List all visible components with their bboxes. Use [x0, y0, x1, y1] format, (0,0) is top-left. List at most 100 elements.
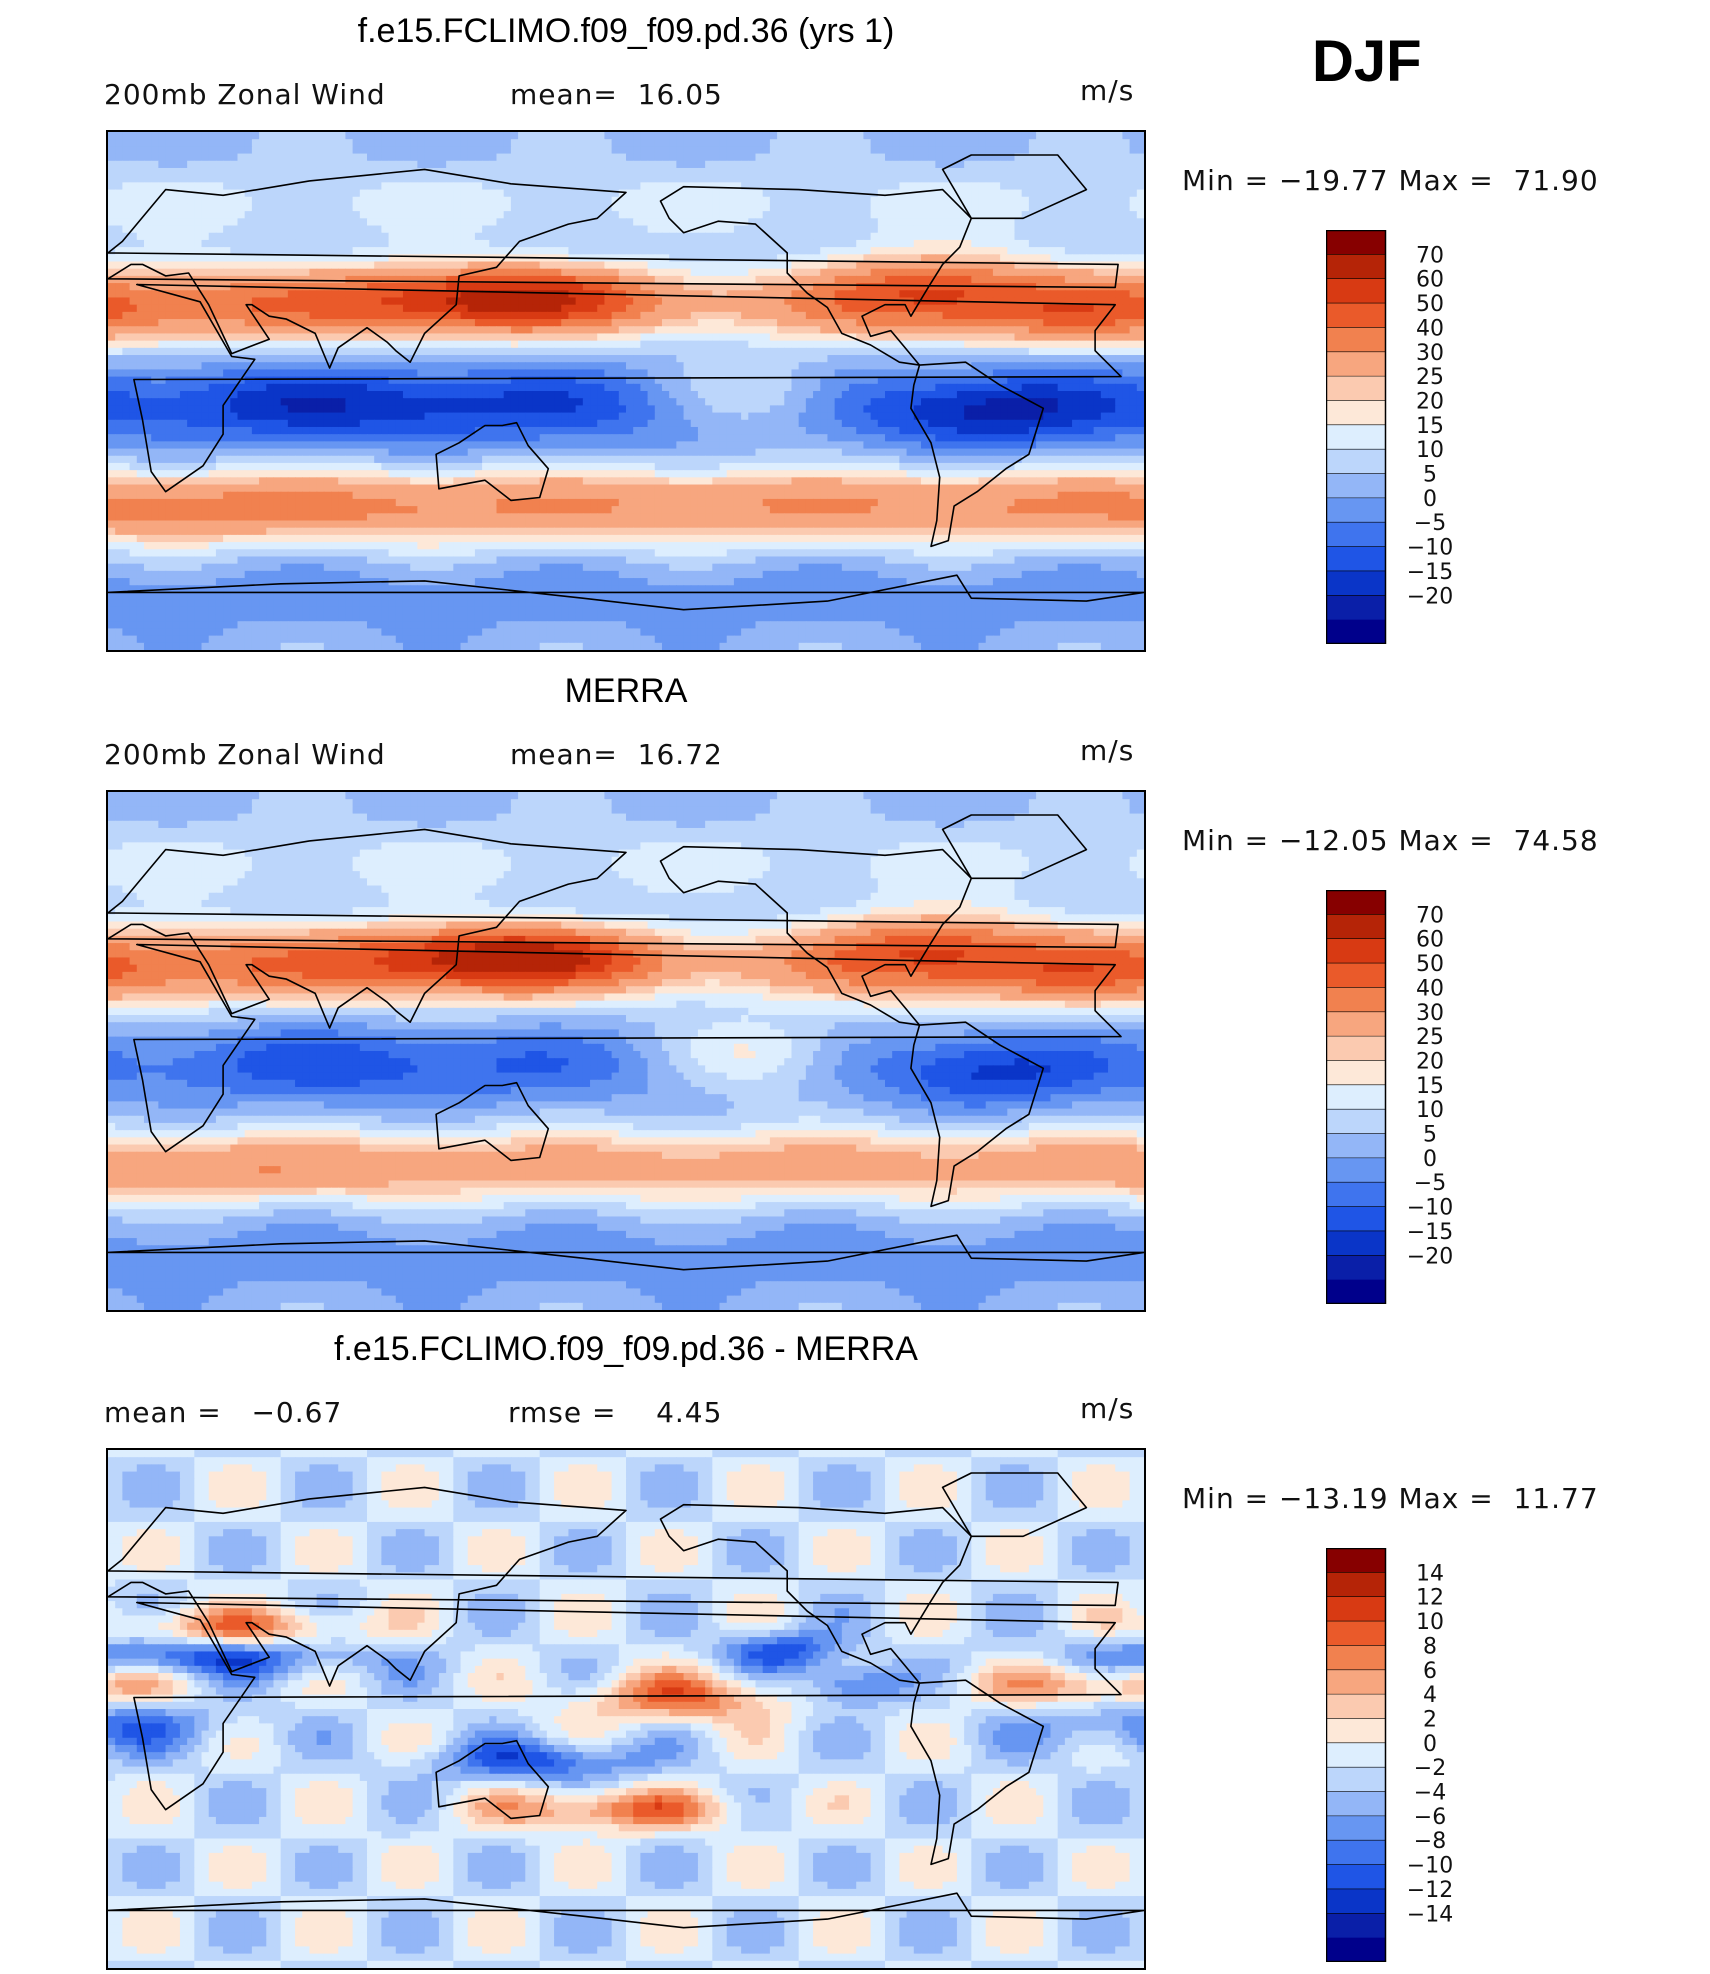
panel1-colorbar: 70 60 50 40 30 25 20 15 10 5 0 −5 −10 −15 −20 — [1325, 229, 1526, 649]
coastline — [910, 361, 1045, 548]
coastline — [941, 1472, 1088, 1538]
colorbar-swatch — [1326, 1791, 1386, 1817]
coastline — [107, 1892, 1145, 1929]
panel2-colorbar: 70 60 50 40 30 25 20 15 10 5 0 −5 −10 −15 −20 — [1325, 889, 1526, 1309]
colorbar-swatch — [1326, 1718, 1386, 1744]
colorbar-swatch — [1326, 987, 1386, 1013]
colorbar-tick-label: −20 — [1407, 1244, 1453, 1269]
coastline — [910, 1021, 1045, 1208]
colorbar-tick-label: −10 — [1407, 1196, 1453, 1221]
colorbar-tick-label: 70 — [1416, 243, 1444, 268]
coastline — [435, 1739, 550, 1820]
panel2-units: m/s — [1080, 734, 1134, 767]
coastline — [435, 1081, 550, 1162]
panel3-map — [106, 1448, 1146, 1970]
colorbar-tick-label: −10 — [1407, 536, 1453, 561]
colorbar-tick-label: −5 — [1414, 511, 1446, 536]
colorbar-swatch — [1326, 1133, 1386, 1159]
colorbar-tick-label: 10 — [1416, 1610, 1444, 1635]
coastline — [107, 1486, 1119, 1687]
colorbar-tick-label: 60 — [1416, 268, 1444, 293]
colorbar-tick-label: 50 — [1416, 292, 1444, 317]
field-cells — [108, 1450, 1145, 1969]
colorbar-tick-label: −5 — [1414, 1171, 1446, 1196]
colorbar-tick-label: −6 — [1414, 1805, 1446, 1830]
coastline — [133, 1601, 1122, 1811]
colorbar-tick-label: 25 — [1416, 1025, 1444, 1050]
colorbar-frame — [1325, 229, 1387, 645]
colorbar-swatch — [1326, 1011, 1386, 1037]
panel1-units: m/s — [1080, 74, 1134, 107]
colorbar-tick-label: 20 — [1416, 1049, 1444, 1074]
colorbar-tick-label: 10 — [1416, 438, 1444, 463]
colorbar-swatch — [1326, 424, 1386, 450]
colorbar-swatch — [1326, 1572, 1386, 1598]
coastline — [107, 574, 1145, 611]
coastline — [910, 1679, 1045, 1866]
coastlines — [107, 154, 1145, 611]
colorbar-tick-label: 40 — [1416, 976, 1444, 1001]
colorbar-swatch — [1326, 1230, 1386, 1256]
colorbar-swatch — [1326, 1084, 1386, 1110]
colorbar-swatch — [1326, 1767, 1386, 1793]
panel1-field — [107, 132, 1145, 651]
colorbar-tick-label: 25 — [1416, 365, 1444, 390]
colorbar-swatch — [1326, 1279, 1386, 1305]
colorbar-swatch — [1326, 1255, 1386, 1281]
colorbar-swatch — [1326, 1888, 1386, 1914]
panel3-colorbar: 14 12 10 8 6 4 2 0 −2 −4 −6 −8 −10 −12 −14 — [1325, 1547, 1526, 1967]
coastline — [133, 283, 1122, 493]
season-label: DJF — [1312, 28, 1422, 95]
colorbar-swatch — [1326, 1621, 1386, 1646]
panel2-mean-label: mean= 16.72 — [510, 738, 723, 771]
colorbar-tick-label: 0 — [1423, 487, 1437, 512]
panel3-field — [107, 1450, 1145, 1969]
colorbar-swatch — [1326, 1840, 1386, 1866]
colorbar-swatch — [1326, 1109, 1386, 1135]
colorbar-tick-label: 20 — [1416, 389, 1444, 414]
colorbar-swatch — [1326, 1742, 1386, 1768]
colorbar-tick-label: −8 — [1414, 1829, 1446, 1854]
colorbar-tick-label: 60 — [1416, 928, 1444, 953]
colorbar-tick-label: −2 — [1414, 1756, 1446, 1781]
colorbar-swatch — [1326, 522, 1386, 548]
panel1-minmax: Min = −19.77 Max = 71.90 — [1182, 164, 1599, 197]
colorbar-tick-label: −4 — [1414, 1781, 1446, 1806]
colorbar-swatch — [1326, 1937, 1386, 1963]
colorbar-tick-label: 10 — [1416, 1098, 1444, 1123]
coastlines — [107, 1472, 1145, 1929]
field-cells — [108, 792, 1145, 1311]
colorbar-swatch — [1326, 1669, 1386, 1695]
colorbar-swatch — [1326, 473, 1386, 499]
coastline — [107, 168, 1119, 369]
colorbar-swatch — [1326, 1036, 1386, 1061]
colorbar-swatch — [1326, 278, 1386, 304]
coastline — [107, 1234, 1145, 1271]
colorbar-tick-label: 14 — [1416, 1561, 1444, 1586]
colorbar-swatch — [1326, 595, 1386, 621]
colorbar-swatch — [1326, 890, 1386, 915]
panel2-title: MERRA — [0, 672, 1252, 711]
coastline — [659, 845, 973, 1026]
panel3-mean-label: mean = −0.67 — [104, 1396, 342, 1429]
coastline — [941, 814, 1088, 880]
coastline — [133, 943, 1122, 1153]
colorbar-swatch — [1326, 619, 1386, 645]
colorbar-swatch — [1326, 1182, 1386, 1208]
colorbar-swatch — [1326, 1060, 1386, 1086]
colorbar-tick-label: 5 — [1423, 1123, 1437, 1148]
colorbar-tick-label: 12 — [1416, 1586, 1444, 1611]
coastline — [659, 185, 973, 366]
coastline — [941, 154, 1088, 220]
panel1-title: f.e15.FCLIMO.f09_f09.pd.36 (yrs 1) — [0, 12, 1252, 51]
colorbar-swatch — [1326, 327, 1386, 353]
colorbar-tick-label: 8 — [1423, 1634, 1437, 1659]
colorbar-swatch — [1326, 497, 1386, 523]
colorbar-tick-label: 30 — [1416, 1001, 1444, 1026]
panel3-units: m/s — [1080, 1392, 1134, 1425]
colorbar-swatch — [1326, 376, 1386, 401]
colorbar-tick-label: 2 — [1423, 1707, 1437, 1732]
colorbar-swatch — [1326, 963, 1386, 988]
